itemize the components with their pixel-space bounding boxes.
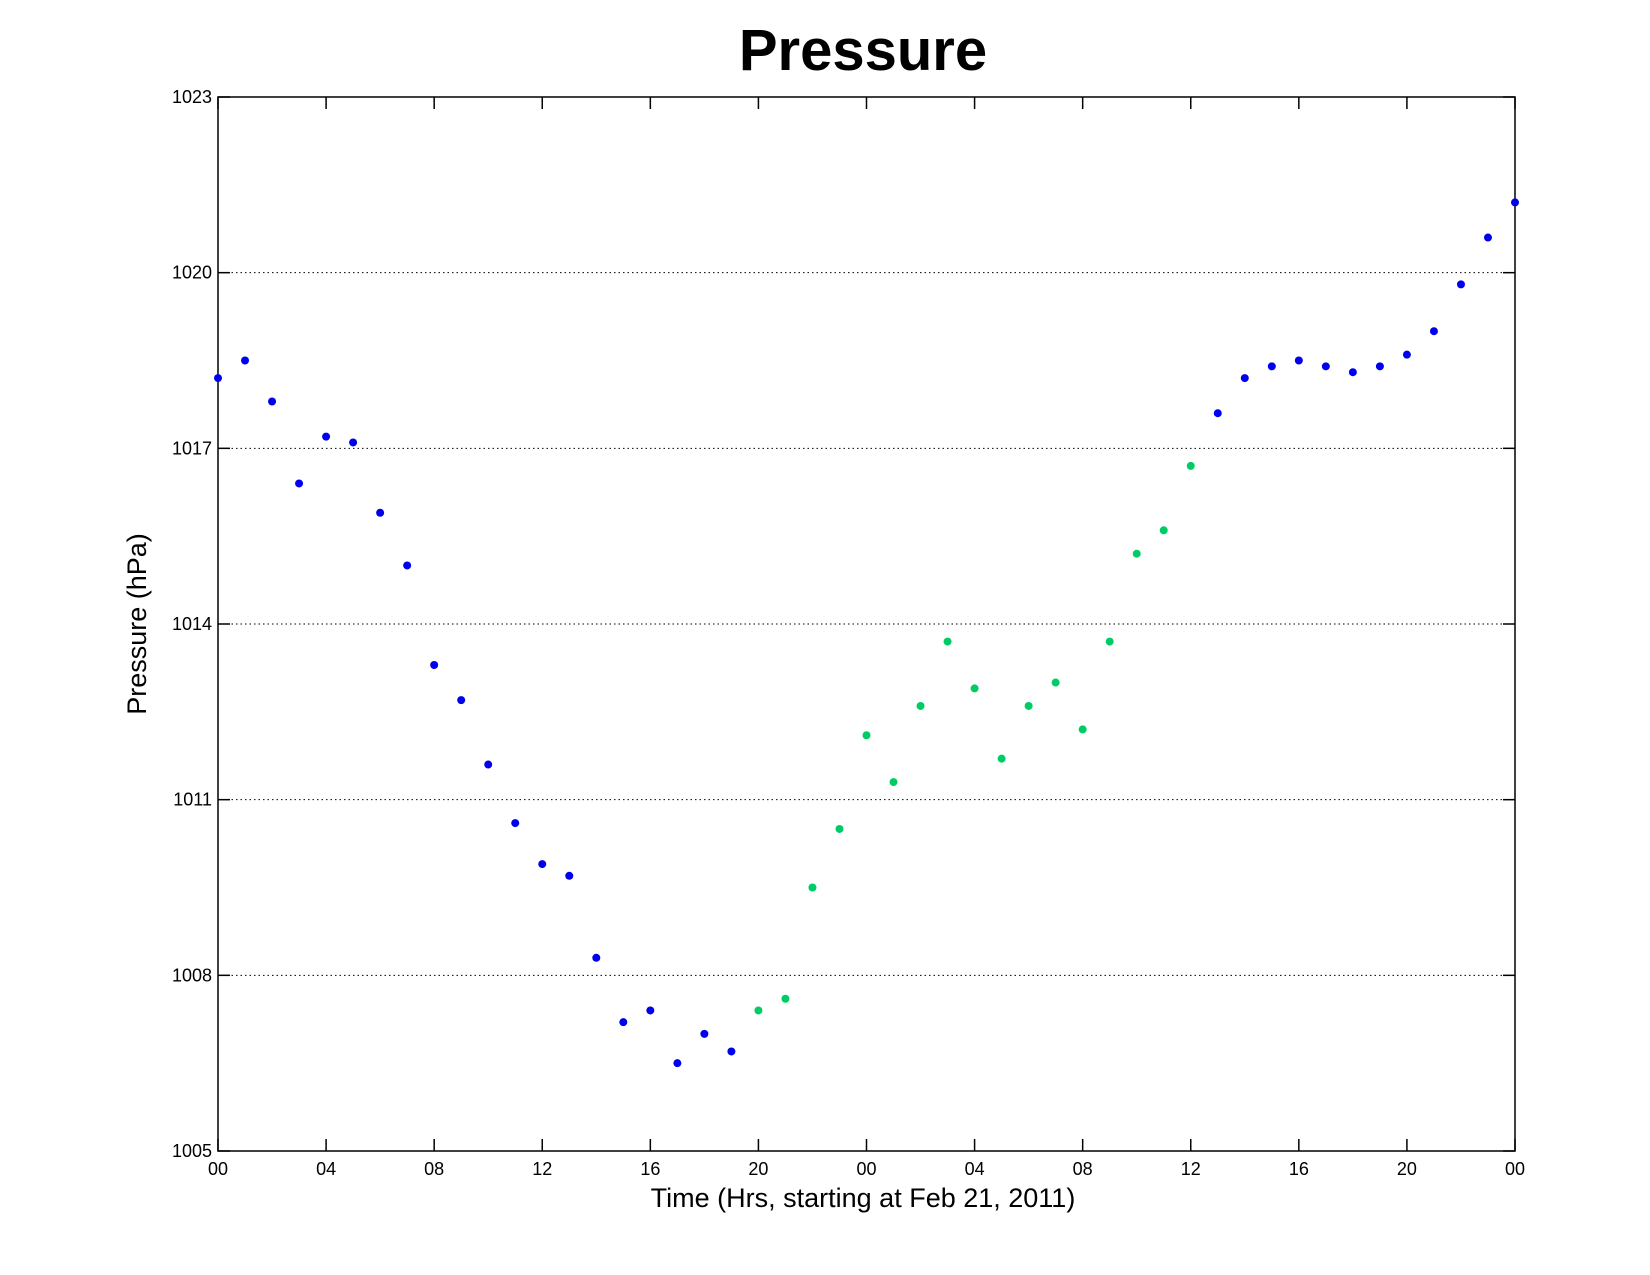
data-point (781, 994, 790, 1003)
data-point (646, 1006, 655, 1015)
data-point (808, 883, 817, 892)
x-tick-label: 12 (1181, 1159, 1201, 1179)
data-point (1051, 678, 1060, 687)
data-point (295, 479, 304, 488)
data-point (862, 731, 871, 740)
data-point (1321, 362, 1330, 371)
data-point (214, 374, 222, 383)
data-point (1240, 374, 1249, 383)
data-point (1267, 362, 1276, 371)
chart-title: Pressure (739, 18, 987, 83)
data-point (889, 778, 898, 787)
x-tick-label: 04 (965, 1159, 985, 1179)
y-tick-label: 1005 (172, 1141, 212, 1161)
x-tick-label: 16 (640, 1159, 660, 1179)
data-point (1213, 409, 1222, 418)
x-tick-label: 00 (1505, 1159, 1525, 1179)
data-point (835, 824, 844, 833)
data-point (1024, 701, 1033, 710)
data-point (619, 1018, 628, 1027)
data-point (511, 819, 520, 828)
data-point (1429, 327, 1438, 336)
data-point (484, 760, 493, 769)
y-tick-label: 1020 (172, 263, 212, 283)
data-point (1186, 461, 1195, 470)
data-point (457, 696, 466, 705)
data-point (268, 397, 277, 406)
data-point (349, 438, 358, 447)
y-axis-label: Pressure (hPa) (122, 533, 152, 715)
data-point (592, 953, 601, 962)
data-point (1483, 233, 1492, 242)
y-tick-label: 1023 (172, 87, 212, 107)
x-tick-label: 16 (1289, 1159, 1309, 1179)
data-point (997, 754, 1006, 763)
data-point (673, 1059, 682, 1068)
grid-lines (218, 272, 1515, 976)
y-tick-label: 1017 (172, 438, 212, 458)
data-point (970, 684, 979, 693)
data-point (241, 356, 250, 365)
data-points (214, 198, 1519, 1068)
y-tick-label: 1008 (172, 965, 212, 985)
y-tick-label: 1011 (173, 790, 212, 810)
data-point (754, 1006, 763, 1015)
data-point (1375, 362, 1384, 371)
data-point (430, 660, 439, 669)
x-tick-label: 20 (748, 1159, 768, 1179)
data-point (322, 432, 331, 441)
data-point (916, 701, 925, 710)
x-axis-label: Time (Hrs, starting at Feb 21, 2011) (651, 1183, 1076, 1213)
axis-ticks: 1005 1008 1011 1014 1017 1020 1023 00 04 08 12 16 20… (172, 87, 1525, 1179)
data-point (1105, 637, 1114, 646)
x-tick-label: 08 (424, 1159, 444, 1179)
data-point (376, 508, 385, 517)
data-point (1402, 350, 1411, 359)
data-point (1294, 356, 1303, 365)
data-point (1456, 280, 1465, 289)
data-point (1078, 725, 1087, 734)
data-point (700, 1029, 709, 1038)
x-tick-label: 04 (316, 1159, 336, 1179)
data-point (538, 860, 547, 869)
y-tick-label: 1014 (172, 614, 212, 634)
x-tick-label: 08 (1073, 1159, 1093, 1179)
data-point (943, 637, 952, 646)
data-point (727, 1047, 736, 1056)
data-point (403, 561, 412, 570)
data-point (1348, 368, 1357, 377)
x-tick-label: 00 (208, 1159, 228, 1179)
data-point (1511, 198, 1519, 207)
x-tick-label: 12 (532, 1159, 552, 1179)
data-point (1132, 549, 1141, 558)
data-point (1159, 526, 1168, 535)
x-tick-label: 00 (856, 1159, 876, 1179)
data-point (565, 871, 574, 880)
x-tick-label: 20 (1397, 1159, 1417, 1179)
